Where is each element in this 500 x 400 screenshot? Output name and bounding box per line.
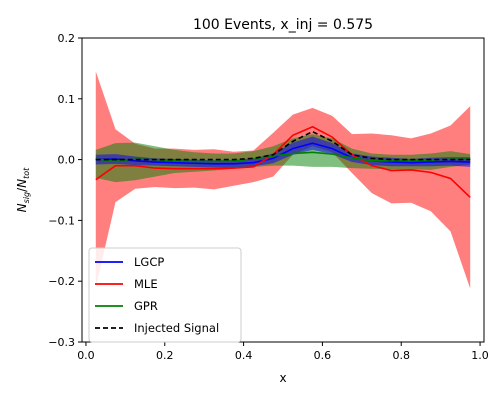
x-axis-label: x xyxy=(279,371,286,385)
series-lines xyxy=(95,125,471,198)
line-lgcp xyxy=(95,142,471,165)
x-tick-label: 0.2 xyxy=(156,349,174,362)
legend-box xyxy=(88,247,242,343)
chart-title: 100 Events, x_inj = 0.575 xyxy=(193,17,373,33)
legend: LGCP MLE GPR Injected Signal xyxy=(88,247,242,343)
band-lgcp xyxy=(95,136,471,168)
line-mle xyxy=(95,125,471,198)
y-tick-label: −0.1 xyxy=(48,214,75,227)
line-gpr xyxy=(95,151,471,163)
x-tick-label: 0.4 xyxy=(235,349,253,362)
y-axis-ticks: −0.3 −0.2 −0.1 0.0 0.1 0.2 xyxy=(48,32,82,349)
y-tick-label: 0.2 xyxy=(58,32,76,45)
legend-label-gpr: GPR xyxy=(134,299,158,313)
x-axis-ticks: 0.0 0.2 0.4 0.6 0.8 1.0 xyxy=(77,342,489,362)
x-tick-label: 1.0 xyxy=(471,349,489,362)
x-tick-label: 0.8 xyxy=(392,349,410,362)
legend-label-lgcp: LGCP xyxy=(134,255,164,269)
legend-label-injected-signal: Injected Signal xyxy=(134,321,219,335)
x-tick-label: 0.6 xyxy=(314,349,332,362)
y-tick-label: −0.3 xyxy=(48,336,75,349)
x-tick-label: 0.0 xyxy=(77,349,95,362)
y-tick-label: 0.1 xyxy=(58,93,76,106)
y-tick-label: 0.0 xyxy=(58,154,76,167)
band-mle xyxy=(95,71,471,289)
plot-frame xyxy=(81,37,485,343)
y-axis-label: Nsig/Ntot xyxy=(15,167,31,213)
legend-label-mle: MLE xyxy=(134,277,158,291)
y-tick-label: −0.2 xyxy=(48,275,75,288)
confidence-bands xyxy=(95,71,471,289)
